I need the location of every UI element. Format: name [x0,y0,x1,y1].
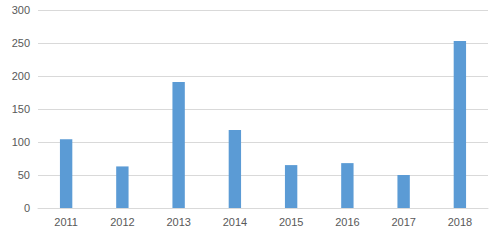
svg-text:2014: 2014 [223,216,247,228]
svg-text:2015: 2015 [279,216,303,228]
svg-text:2016: 2016 [335,216,359,228]
svg-text:200: 200 [12,70,30,82]
svg-text:0: 0 [24,202,30,214]
svg-text:250: 250 [12,37,30,49]
svg-text:2011: 2011 [54,216,78,228]
svg-text:300: 300 [12,4,30,16]
svg-text:100: 100 [12,136,30,148]
svg-text:2012: 2012 [110,216,134,228]
svg-text:150: 150 [12,103,30,115]
svg-text:2017: 2017 [391,216,415,228]
svg-text:2018: 2018 [448,216,472,228]
svg-text:2013: 2013 [166,216,190,228]
svg-text:50: 50 [18,169,30,181]
